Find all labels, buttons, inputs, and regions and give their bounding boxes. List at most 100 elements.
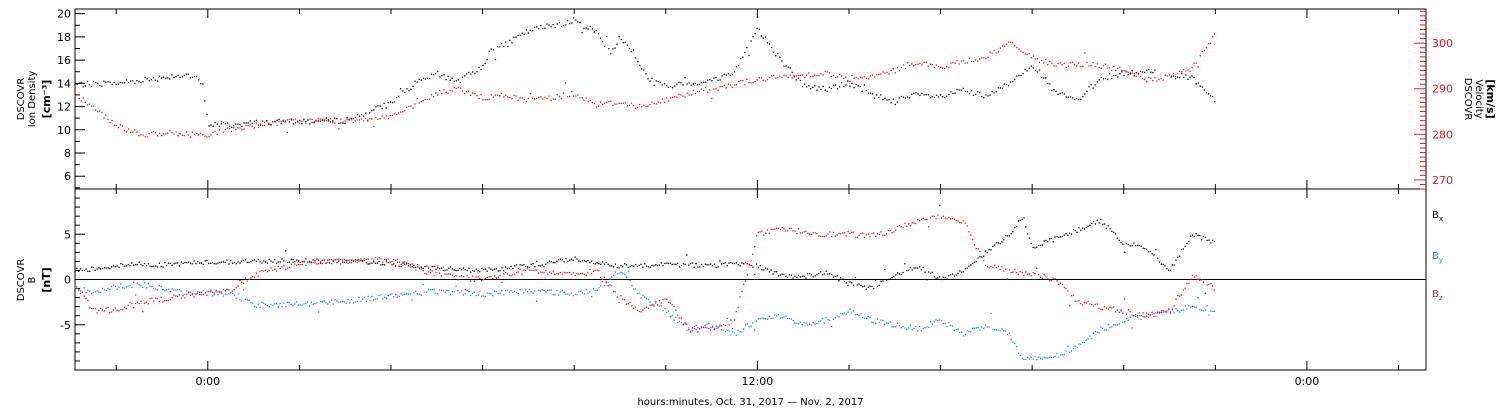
data-point-Bx: [917, 267, 919, 269]
data-point-series: [651, 101, 653, 103]
data-point-Bz: [900, 226, 902, 228]
data-point-Bx: [1078, 227, 1080, 229]
data-point-Bx: [493, 268, 496, 270]
data-point-series: [367, 119, 369, 121]
data-point-Bx: [497, 270, 499, 272]
data-point-series: [292, 123, 295, 125]
data-point-Bz: [772, 228, 774, 231]
data-point-Bz: [407, 262, 410, 265]
data-point-Bx: [578, 260, 580, 262]
data-point-Bx: [807, 273, 809, 275]
data-point-By: [171, 288, 173, 290]
data-point-Bz: [1147, 313, 1150, 315]
data-point-Bx: [900, 274, 902, 276]
data-point-By: [330, 299, 333, 301]
data-point-Bz: [708, 327, 710, 330]
data-point-Bz: [959, 221, 961, 224]
data-point-Bz: [541, 271, 543, 273]
data-point-Bx: [171, 264, 173, 266]
data-point-Bx: [693, 266, 695, 269]
data-point-Bz: [1188, 282, 1190, 285]
x-tick-label: 0:00: [195, 375, 220, 388]
data-point-By: [301, 304, 303, 306]
data-point-series: [608, 48, 610, 50]
data-point-By: [666, 311, 668, 314]
data-point-series: [750, 82, 752, 84]
data-point-Bz: [847, 230, 849, 233]
data-point-series: [649, 80, 651, 82]
data-point-By: [237, 293, 239, 295]
data-point-By: [305, 302, 307, 305]
data-point-series: [82, 86, 84, 88]
data-point-series: [457, 86, 459, 89]
data-point-By: [939, 319, 941, 321]
data-point-By: [1100, 326, 1102, 328]
data-point-By: [655, 302, 657, 304]
data-point-Bx: [616, 267, 618, 269]
data-point-By: [466, 290, 468, 292]
data-point-Bx: [173, 263, 175, 265]
data-point-series: [738, 64, 740, 67]
data-point-Bz: [363, 257, 366, 260]
data-point-By: [1078, 343, 1080, 345]
data-point-Bz: [160, 296, 162, 298]
data-point-Bx: [975, 261, 977, 263]
data-point-Bx: [1127, 243, 1129, 246]
data-point-By: [1094, 331, 1096, 333]
data-point-Bx: [821, 274, 824, 276]
data-point-By: [805, 322, 807, 324]
data-point-series: [999, 87, 1001, 89]
data-point-Bx: [1202, 235, 1205, 238]
data-point-By: [506, 289, 508, 291]
data-point-Bx: [823, 273, 825, 275]
data-point-series: [142, 134, 144, 136]
data-point-By: [1041, 358, 1043, 360]
density-tick-label: 20: [57, 8, 71, 21]
data-point-Bz: [849, 232, 851, 234]
data-point-series: [1055, 90, 1057, 93]
data-point-By: [365, 300, 367, 302]
data-point-series: [84, 101, 86, 103]
data-point-By: [891, 326, 893, 328]
data-point-Bx: [327, 259, 329, 261]
data-point-By: [343, 301, 345, 303]
data-point-series: [505, 94, 507, 96]
data-point-series: [179, 76, 181, 78]
data-point-By: [966, 330, 968, 332]
data-point-Bz: [285, 268, 287, 270]
data-point-By: [1114, 324, 1117, 326]
data-point-Bx: [911, 269, 913, 271]
data-point-Bx: [1160, 263, 1162, 265]
data-point-Bz: [697, 331, 699, 333]
data-point-Bz: [481, 280, 483, 282]
data-point-series: [117, 127, 119, 129]
data-point-Bx: [1023, 217, 1025, 219]
data-point-Bx: [1147, 251, 1150, 253]
data-point-series: [437, 94, 439, 96]
data-point-series: [826, 90, 828, 92]
data-point-Bz: [986, 266, 988, 268]
data-point-Bx: [836, 275, 838, 277]
data-point-Bx: [541, 264, 543, 266]
data-point-series: [323, 118, 326, 120]
data-point-Bx: [449, 266, 452, 268]
data-point-Bx: [1010, 233, 1012, 235]
data-point-Bx: [631, 265, 633, 267]
data-point-series: [977, 91, 979, 93]
data-point-By: [796, 322, 798, 324]
data-point-By: [865, 317, 868, 320]
data-point-By: [1014, 343, 1016, 345]
data-point-series: [309, 123, 311, 125]
data-point-By: [781, 316, 783, 319]
data-point-Bx: [1089, 224, 1091, 226]
data-point-series: [637, 61, 639, 63]
data-point-Bx: [585, 261, 587, 263]
data-point-series: [1144, 78, 1146, 80]
data-point-Bx: [770, 269, 772, 271]
data-point-Bz: [1087, 300, 1089, 303]
data-point-By: [1116, 324, 1118, 326]
data-point-Bz: [290, 263, 292, 265]
data-point-Bz: [796, 233, 798, 235]
data-point-series: [865, 77, 868, 80]
data-point-Bz: [1168, 309, 1170, 311]
